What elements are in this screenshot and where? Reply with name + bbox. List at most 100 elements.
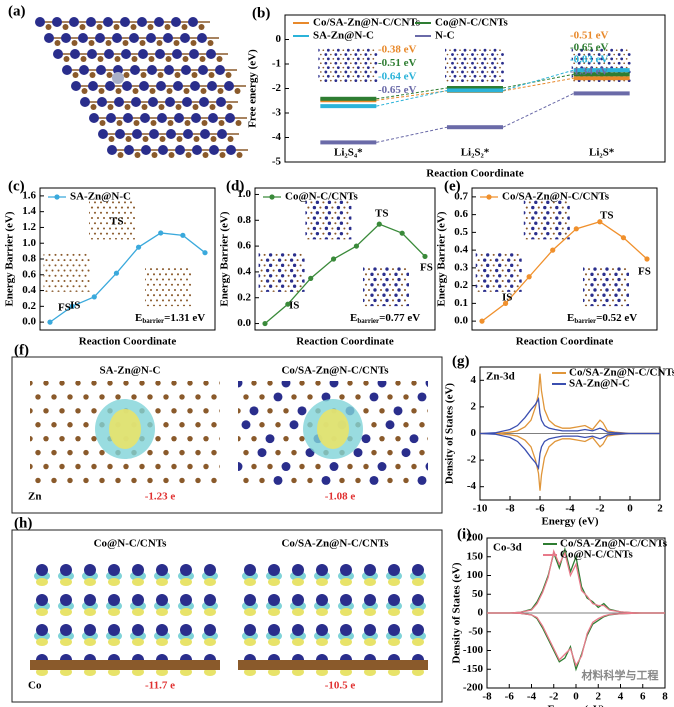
atom-n (593, 298, 597, 303)
atom-c (623, 79, 626, 82)
atom-c (496, 53, 499, 56)
atom-c (75, 290, 78, 292)
atom-c (69, 259, 72, 262)
legend-label: SA-Zn@N-C (569, 378, 630, 390)
atom-c (552, 211, 555, 214)
atom-c (260, 290, 263, 292)
legend-label: Co/SA-Zn@N-C/CNTs (560, 538, 668, 550)
atom-n (493, 48, 497, 52)
energy-level (320, 96, 377, 101)
charge-yellow (180, 638, 192, 646)
charge-yellow (388, 638, 400, 646)
atom-c (322, 201, 325, 204)
atom-n (546, 232, 550, 236)
atom-c (251, 435, 257, 442)
atom-c (54, 264, 57, 267)
atom-c (275, 264, 278, 267)
energy-level (573, 72, 630, 77)
atom-c (179, 268, 183, 271)
y-tick-label: 1.0 (237, 188, 251, 200)
atom-c (48, 264, 51, 267)
atom-n (112, 33, 122, 43)
atom-n (382, 303, 386, 307)
atom-c (319, 217, 322, 220)
atom-c (549, 227, 552, 230)
atom-c (299, 435, 305, 442)
atom-n (523, 211, 526, 215)
atom-c (371, 449, 377, 456)
atom-c (419, 422, 425, 428)
atom-c (603, 79, 606, 82)
atom-c (267, 408, 273, 414)
legend-label: SA-Zn@N-C (313, 30, 374, 42)
charge-yellow (60, 638, 72, 646)
atom-c (489, 259, 492, 262)
atom-c (331, 237, 334, 240)
atom-n (157, 113, 167, 123)
atom-c (480, 253, 483, 256)
atom-c (584, 273, 588, 276)
atom-c (81, 88, 88, 94)
atom-n (318, 66, 320, 69)
atom-c (91, 435, 97, 442)
atom-n (224, 81, 234, 91)
atom-c (585, 58, 588, 60)
atom-n (558, 221, 562, 225)
atom-n (198, 65, 208, 75)
atom-c (45, 269, 48, 272)
atom-c (625, 49, 628, 52)
atom-c (387, 449, 393, 456)
atom-c (149, 288, 153, 292)
atom-c (173, 288, 177, 292)
atom-c (362, 75, 365, 78)
atom-co (84, 594, 96, 606)
atom-n (336, 74, 340, 78)
y-tick-label: -50 (468, 625, 483, 637)
atom-c (387, 477, 393, 484)
atom-c (87, 290, 90, 292)
atom-c (599, 299, 603, 302)
atom-c (149, 88, 156, 94)
atom-n (107, 145, 117, 155)
atom-n (364, 70, 368, 74)
atom-n (534, 221, 538, 225)
atom-n (531, 205, 535, 210)
atom-c (182, 56, 189, 62)
atom-n (463, 48, 467, 52)
atom-c (187, 435, 193, 442)
atom-c (427, 436, 428, 441)
atom-n (498, 284, 502, 288)
atom-c (170, 283, 174, 286)
atom-c (339, 71, 342, 73)
atom-c (193, 136, 200, 142)
energy-level (447, 88, 503, 93)
energy-connector (502, 77, 574, 92)
data-point (399, 230, 405, 236)
atom-c (164, 294, 168, 297)
atom-c (489, 269, 492, 272)
atom-c (260, 259, 263, 262)
atom-c (395, 435, 401, 442)
image-title: Co/SA-Zn@N-C/CNTs (281, 538, 389, 550)
atom-c (123, 232, 127, 235)
panel-label: (g) (452, 353, 470, 369)
atom-c (466, 53, 469, 56)
atom-c (75, 463, 81, 470)
charge-yellow (204, 608, 216, 616)
atom-c (400, 304, 404, 307)
atom-c (561, 227, 564, 230)
charge-yellow (36, 638, 48, 646)
atom-c (179, 477, 185, 484)
atom-c (391, 278, 395, 281)
y-tick-label: 0 (478, 607, 484, 619)
charge-value: -1.08 e (325, 491, 356, 503)
atom-n (354, 53, 358, 56)
y-tick-label: 2 (471, 400, 477, 412)
atom-c (117, 201, 121, 204)
atom-n (326, 74, 330, 78)
atom-c (120, 237, 124, 240)
atom-c (564, 222, 567, 225)
data-point (479, 318, 485, 324)
atom-co (364, 564, 376, 576)
atom-n (406, 272, 409, 276)
